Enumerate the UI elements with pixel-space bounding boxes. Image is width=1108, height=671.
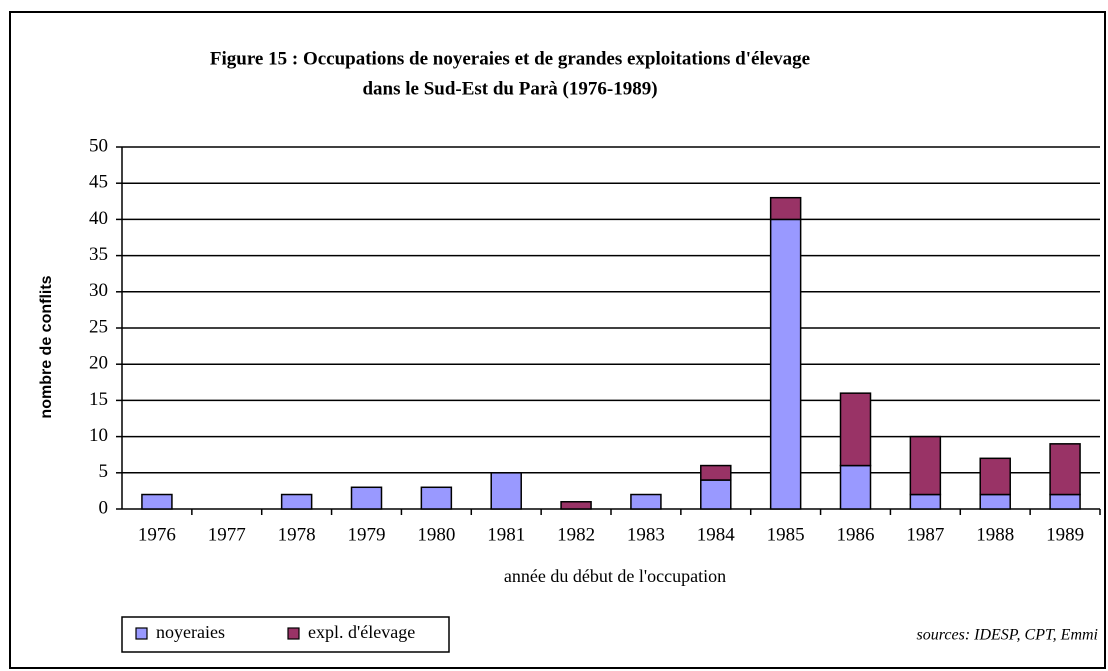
x-tick-label: 1989: [1046, 524, 1084, 545]
bar-segment: [700, 464, 732, 481]
legend-swatch: [135, 627, 148, 640]
x-tick-label: 1978: [278, 524, 316, 545]
y-tick-label: 35: [89, 244, 108, 265]
bar-segment: [630, 493, 662, 510]
bar-segment: [839, 392, 872, 467]
bar-segment: [1049, 443, 1081, 496]
bar-segment: [909, 493, 942, 510]
x-tick-label: 1979: [348, 524, 386, 545]
x-tick-label: 1986: [837, 524, 875, 545]
y-tick-label: 15: [89, 389, 108, 410]
bar-segment: [490, 472, 522, 510]
x-axis-label: année du début de l'occupation: [504, 566, 726, 586]
legend-box: [121, 616, 450, 653]
bar-segment: [700, 479, 732, 510]
x-tick-label: 1983: [627, 524, 665, 545]
chart-title: dans le Sud-Est du Parà (1976-1989): [362, 78, 657, 99]
bar-segment: [769, 218, 802, 510]
y-tick-label: 25: [89, 316, 108, 337]
bar-segment: [909, 435, 942, 496]
x-tick-label: 1982: [557, 524, 595, 545]
y-tick-label: 30: [89, 280, 108, 301]
y-tick-label: 20: [89, 353, 108, 374]
bar-segment: [769, 196, 802, 221]
x-tick-label: 1988: [976, 524, 1014, 545]
y-tick-label: 0: [99, 497, 109, 518]
y-axis-label: nombre de conflits: [38, 275, 55, 418]
y-tick-label: 10: [89, 425, 108, 446]
legend-swatch: [287, 627, 300, 640]
bar-segment: [350, 486, 383, 510]
bar-segment: [1049, 493, 1081, 510]
bar-segment: [141, 493, 173, 510]
y-tick-label: 45: [89, 172, 108, 193]
x-tick-label: 1987: [906, 524, 944, 545]
bar-segment: [839, 464, 872, 510]
bar-segment: [560, 501, 592, 510]
source: sources: IDESP, CPT, Emmi: [917, 627, 1098, 644]
y-tick-label: 40: [89, 208, 108, 229]
x-tick-label: 1985: [767, 524, 805, 545]
chart-title: Figure 15 : Occupations de noyeraies et …: [210, 48, 810, 69]
x-tick-label: 1980: [417, 524, 455, 545]
bar-segment: [420, 486, 453, 510]
y-tick-label: 50: [89, 135, 108, 156]
legend-label: noyeraies: [156, 622, 225, 642]
bar-segment: [979, 493, 1011, 510]
bar-segment: [280, 493, 313, 510]
legend-label: expl. d'élevage: [308, 622, 415, 642]
x-tick-label: 1984: [697, 524, 736, 545]
frame: [9, 11, 1106, 669]
x-tick-label: 1976: [138, 524, 176, 545]
x-tick-label: 1981: [487, 524, 525, 545]
bar-segment: [979, 457, 1011, 496]
x-tick-label: 1977: [208, 524, 246, 545]
y-tick-label: 5: [99, 461, 109, 482]
